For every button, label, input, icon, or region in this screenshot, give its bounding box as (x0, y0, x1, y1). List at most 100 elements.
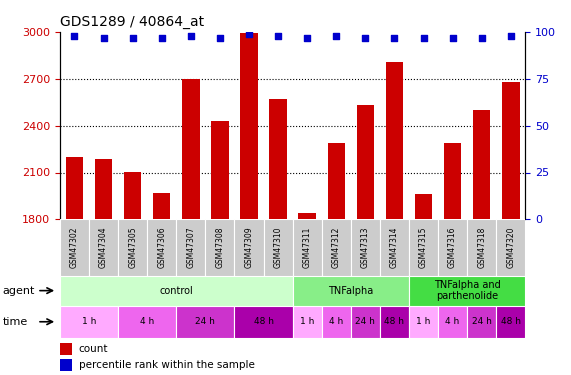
Text: percentile rank within the sample: percentile rank within the sample (79, 360, 255, 370)
Text: 24 h: 24 h (195, 317, 215, 326)
Bar (206, 219, 235, 276)
Text: GSM47309: GSM47309 (244, 226, 254, 268)
Point (274, 33, 283, 39)
Point (70, 33, 79, 39)
Bar (438, 306, 467, 338)
Point (99, 34, 108, 40)
Point (215, 34, 224, 40)
Bar (270, 99, 287, 219)
Bar (118, 219, 147, 276)
Bar (176, 219, 206, 276)
Bar (60, 276, 292, 306)
Bar (438, 219, 467, 276)
Text: GSM47304: GSM47304 (99, 226, 108, 268)
Bar (66, 157, 83, 219)
Bar (299, 213, 316, 219)
Bar (502, 82, 520, 219)
Text: agent: agent (3, 286, 35, 296)
Point (303, 34, 312, 40)
Bar (240, 33, 258, 219)
Text: count: count (79, 344, 108, 354)
Point (390, 34, 399, 40)
Text: control: control (159, 286, 193, 296)
Text: GSM47302: GSM47302 (70, 227, 79, 268)
Text: TNFalpha: TNFalpha (328, 286, 373, 296)
Bar (235, 306, 292, 338)
Bar (385, 62, 403, 219)
Text: GSM47311: GSM47311 (303, 227, 312, 268)
Text: GSM47310: GSM47310 (274, 227, 283, 268)
Bar (467, 306, 496, 338)
Bar (321, 219, 351, 276)
Bar (467, 219, 496, 276)
Bar (60, 343, 71, 355)
Bar (351, 306, 380, 338)
Text: GSM47320: GSM47320 (506, 227, 515, 268)
Bar (351, 219, 380, 276)
Text: GSM47318: GSM47318 (477, 227, 486, 268)
Text: 48 h: 48 h (254, 317, 274, 326)
Text: GSM47315: GSM47315 (419, 227, 428, 268)
Point (244, 31, 254, 37)
Text: GDS1289 / 40864_at: GDS1289 / 40864_at (60, 15, 204, 30)
Bar (264, 219, 292, 276)
Bar (496, 219, 525, 276)
Point (157, 34, 166, 40)
Text: 24 h: 24 h (355, 317, 375, 326)
Point (506, 33, 516, 39)
Bar (292, 306, 321, 338)
Text: 4 h: 4 h (140, 317, 154, 326)
Text: 1 h: 1 h (300, 317, 315, 326)
Bar (444, 143, 461, 219)
Text: 48 h: 48 h (501, 317, 521, 326)
Bar (147, 219, 176, 276)
Text: 1 h: 1 h (416, 317, 431, 326)
Text: time: time (3, 317, 28, 327)
Text: 4 h: 4 h (445, 317, 460, 326)
Bar (118, 306, 176, 338)
Point (419, 34, 428, 40)
Text: GSM47316: GSM47316 (448, 227, 457, 268)
Bar (211, 121, 228, 219)
Bar (380, 219, 409, 276)
Text: GSM47305: GSM47305 (128, 226, 137, 268)
Text: 4 h: 4 h (329, 317, 343, 326)
Text: GSM47306: GSM47306 (157, 226, 166, 268)
Point (186, 33, 195, 39)
Point (332, 33, 341, 39)
Point (477, 34, 486, 40)
Bar (124, 172, 142, 219)
Bar (60, 306, 118, 338)
Bar (182, 79, 200, 219)
Text: 24 h: 24 h (472, 317, 492, 326)
Bar (95, 159, 112, 219)
Point (128, 34, 137, 40)
Bar (60, 219, 89, 276)
Bar (473, 110, 490, 219)
Point (361, 34, 370, 40)
Bar (292, 276, 409, 306)
Bar (415, 194, 432, 219)
Bar (409, 306, 438, 338)
Text: GSM47314: GSM47314 (390, 227, 399, 268)
Text: GSM47307: GSM47307 (186, 226, 195, 268)
Text: GSM47308: GSM47308 (215, 227, 224, 268)
Point (448, 34, 457, 40)
Bar (357, 105, 374, 219)
Bar (328, 143, 345, 219)
Bar (235, 219, 264, 276)
Text: 48 h: 48 h (384, 317, 404, 326)
Text: 1 h: 1 h (82, 317, 96, 326)
Text: TNFalpha and
parthenolide: TNFalpha and parthenolide (434, 280, 501, 302)
Bar (321, 306, 351, 338)
Bar (60, 359, 71, 371)
Text: GSM47312: GSM47312 (332, 227, 341, 268)
Bar (409, 219, 438, 276)
Bar (153, 193, 171, 219)
Bar (176, 306, 235, 338)
Bar (292, 219, 321, 276)
Bar (409, 276, 525, 306)
Bar (380, 306, 409, 338)
Bar (496, 306, 525, 338)
Bar (89, 219, 118, 276)
